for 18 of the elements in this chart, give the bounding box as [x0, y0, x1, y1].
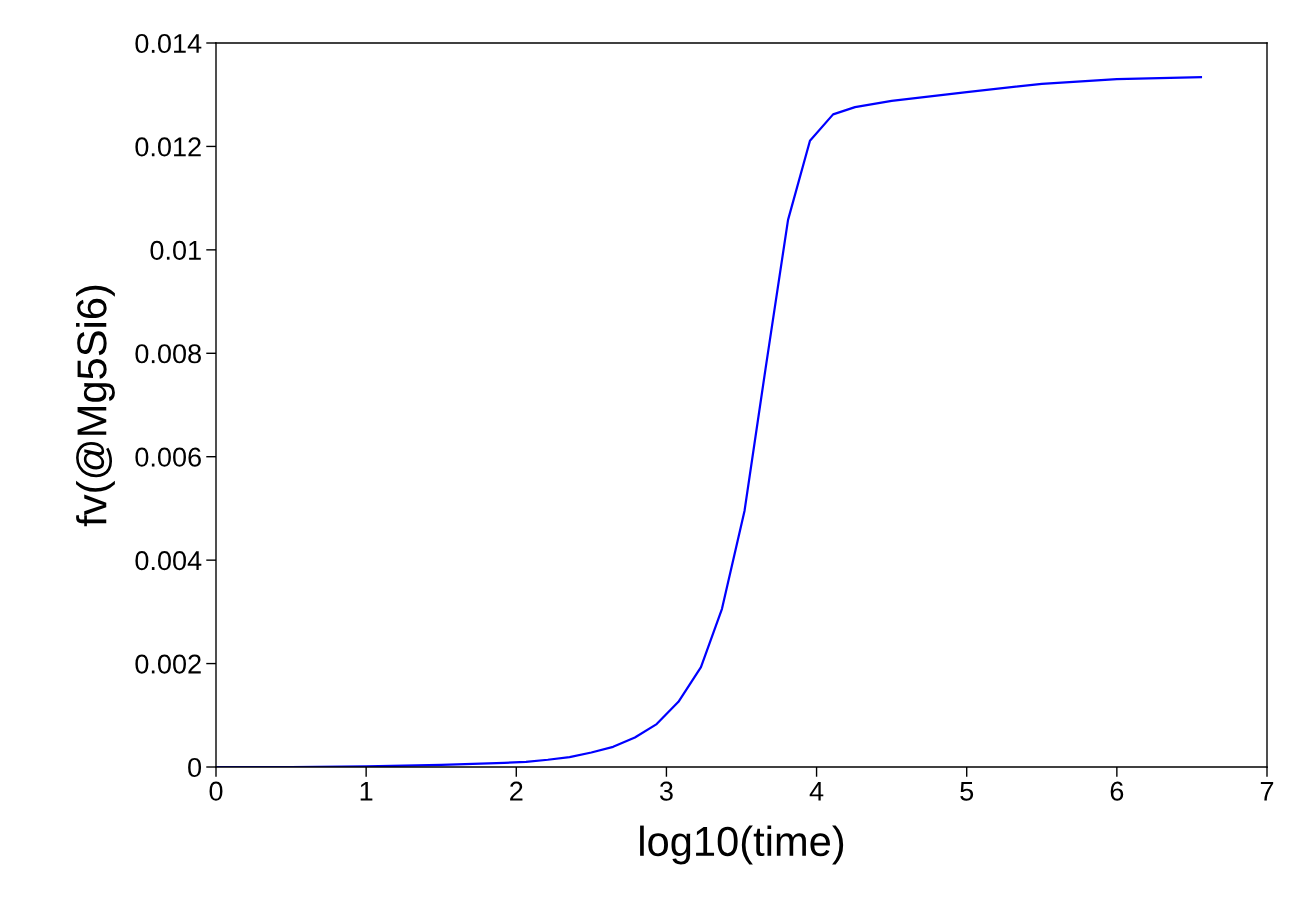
x-tick-label: 3	[659, 781, 673, 801]
y-tick-label: 0.014	[135, 33, 202, 54]
y-tick-label: 0.002	[135, 654, 201, 674]
y-tick-label: 0.01	[150, 240, 201, 260]
x-axis-title: log10(time)	[640, 825, 844, 865]
y-tick-label: 0.006	[135, 447, 201, 467]
x-tick-label: 0	[209, 781, 223, 801]
x-tick-label: 1	[360, 781, 373, 801]
y-tick-label: 0.004	[135, 551, 202, 571]
x-tick-label: 5	[960, 781, 974, 801]
x-tick-label: 2	[510, 781, 523, 801]
x-tick-label: 4	[809, 781, 824, 801]
y-axis-title: fv(@Mg5Si6)	[76, 285, 115, 527]
x-tick-label: 7	[1260, 781, 1274, 801]
y-tick-label: 0.012	[135, 137, 201, 157]
y-tick-label: 0.008	[135, 344, 201, 364]
y-tick-label: 0	[188, 757, 202, 778]
x-tick-label: 6	[1110, 781, 1124, 801]
